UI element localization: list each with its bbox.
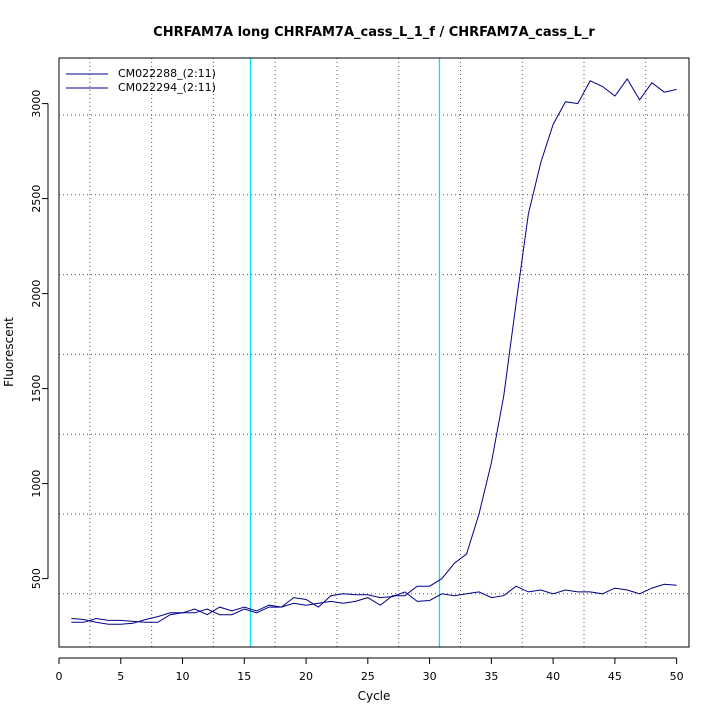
x-tick-label: 25 <box>361 670 375 683</box>
series-line <box>71 77 677 625</box>
x-tick-label: 15 <box>237 670 251 683</box>
x-tick-label: 50 <box>670 670 684 683</box>
x-axis: 0 5 10 15 20 25 30 35 40 45 50 <box>56 657 684 683</box>
threshold-lines <box>249 58 441 647</box>
legend-label: CM022294_(2:11) <box>118 81 216 94</box>
y-axis: 500 1000 1500 2000 2500 3000 <box>30 90 49 589</box>
y-tick-label: 500 <box>30 568 43 589</box>
chart-title: CHRFAM7A long CHRFAM7A_cass_L_1_f / CHRF… <box>153 25 595 40</box>
x-axis-title: Cycle <box>358 689 391 703</box>
x-tick-label: 35 <box>484 670 498 683</box>
series-lines <box>71 77 677 625</box>
chart-legend: CM022288_(2:11)CM022294_(2:11) <box>66 67 216 94</box>
grid-lines <box>59 58 689 647</box>
y-tick-label: 1000 <box>30 470 43 498</box>
x-tick-label: 45 <box>608 670 622 683</box>
x-tick-label: 10 <box>176 670 190 683</box>
plot-frame <box>58 57 690 648</box>
y-tick-label: 2500 <box>30 185 43 213</box>
x-tick-label: 0 <box>56 670 63 683</box>
legend-label: CM022288_(2:11) <box>118 67 216 80</box>
x-tick-label: 5 <box>117 670 124 683</box>
y-tick-label: 2000 <box>30 280 43 308</box>
y-axis-title: Fluorescent <box>2 317 16 387</box>
x-tick-label: 20 <box>299 670 313 683</box>
y-tick-label: 1500 <box>30 375 43 403</box>
y-tick-label: 3000 <box>30 90 43 118</box>
x-tick-label: 40 <box>546 670 560 683</box>
series-line <box>71 583 677 623</box>
x-tick-label: 30 <box>423 670 437 683</box>
